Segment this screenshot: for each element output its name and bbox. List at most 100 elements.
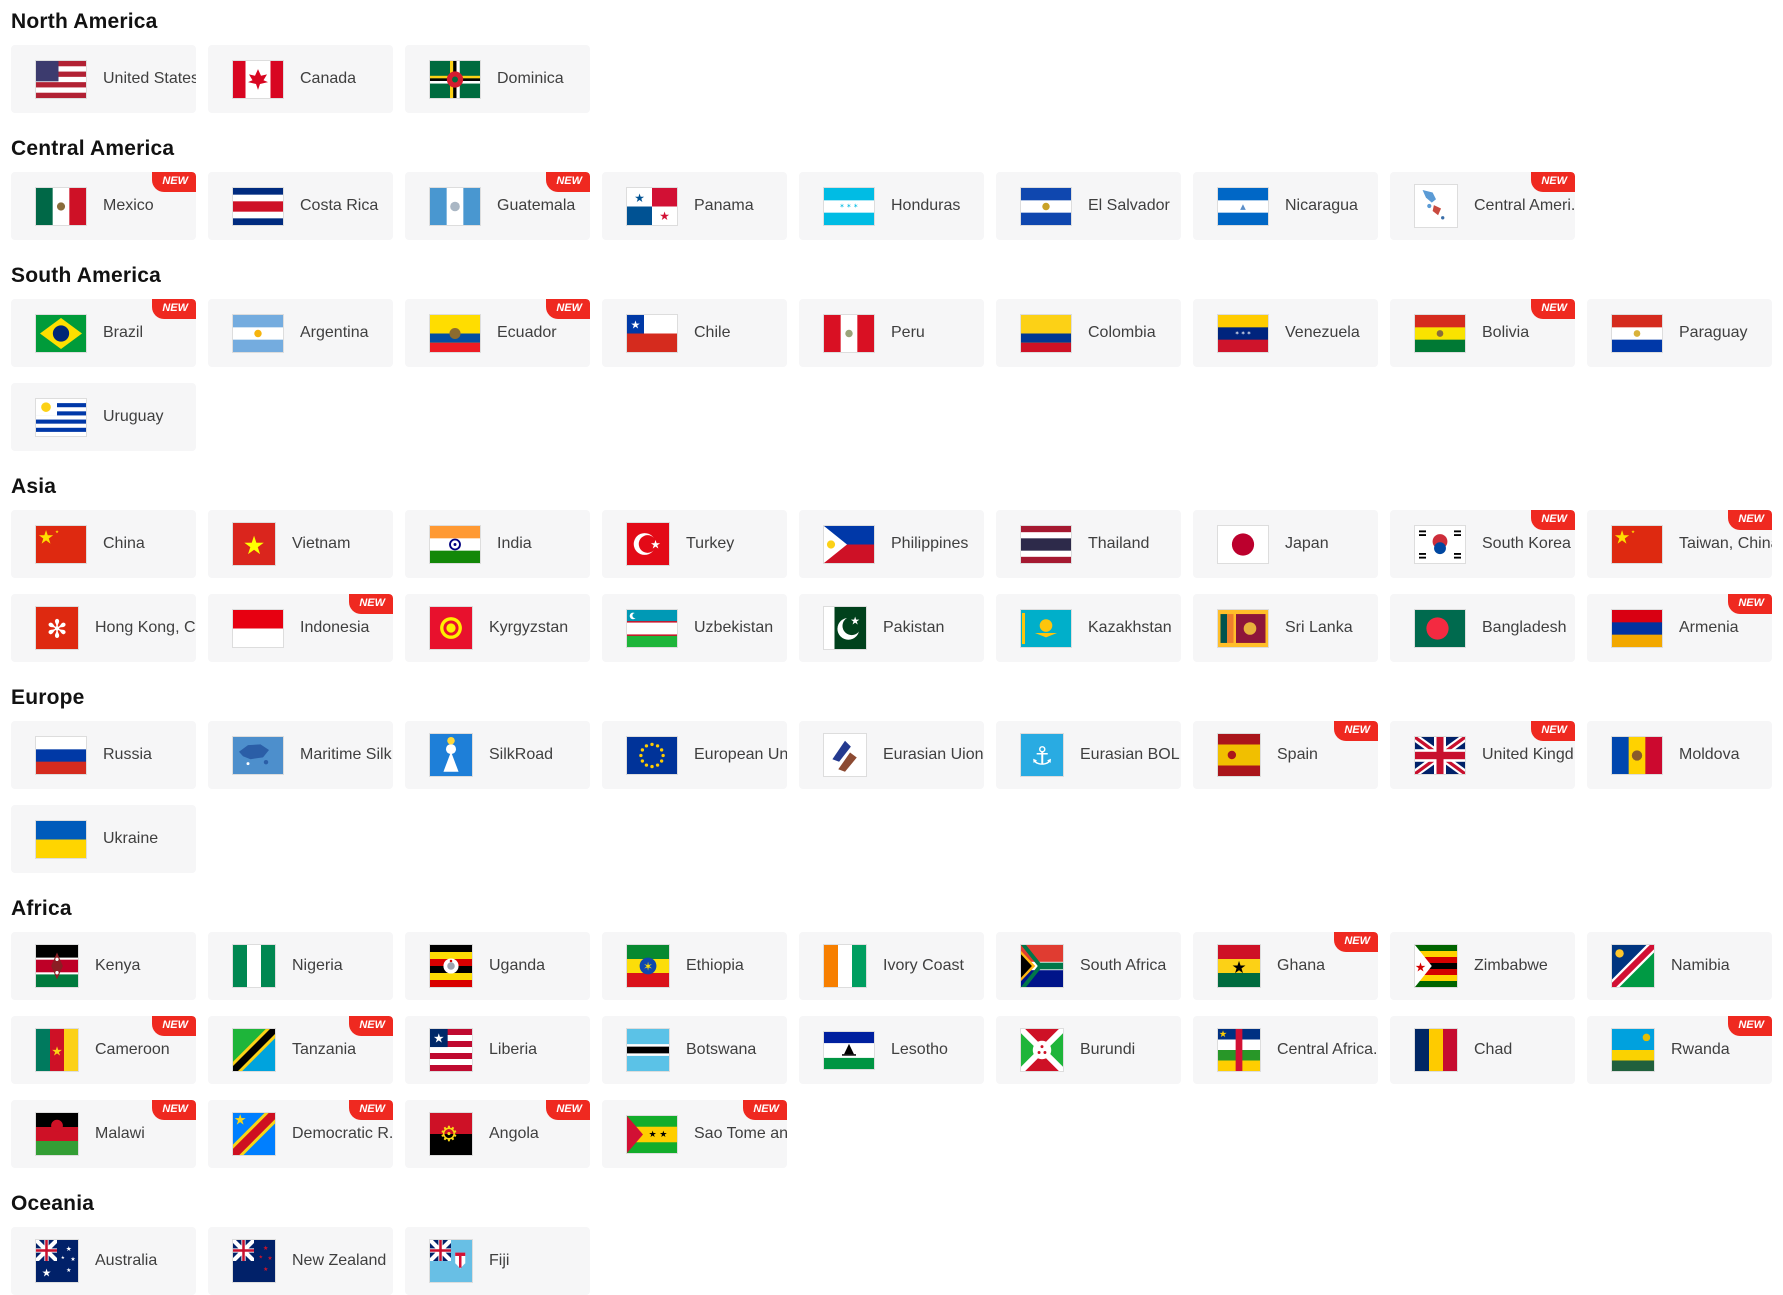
country-card-eurasian-uion[interactable]: Eurasian Uion <box>799 721 984 789</box>
country-card-moldova[interactable]: Moldova <box>1587 721 1772 789</box>
country-card-peru[interactable]: Peru <box>799 299 984 367</box>
country-card-united-kingd[interactable]: United Kingd... NEW <box>1390 721 1575 789</box>
country-card-uruguay[interactable]: Uruguay <box>11 383 196 451</box>
russia-flag-icon <box>36 736 86 774</box>
svg-text:★: ★ <box>1219 1029 1227 1040</box>
country-card-argentina[interactable]: Argentina <box>208 299 393 367</box>
country-card-colombia[interactable]: Colombia <box>996 299 1181 367</box>
country-card-tanzania[interactable]: Tanzania NEW <box>208 1016 393 1084</box>
country-card-ethiopia[interactable]: ✶ Ethiopia <box>602 932 787 1000</box>
new-badge: NEW <box>1334 721 1378 741</box>
country-card-south-korea[interactable]: South Korea NEW <box>1390 510 1575 578</box>
country-card-paraguay[interactable]: Paraguay <box>1587 299 1772 367</box>
country-card-mexico[interactable]: Mexico NEW <box>11 172 196 240</box>
country-card-india[interactable]: India <box>405 510 590 578</box>
country-card-kyrgyzstan[interactable]: Kyrgyzstan <box>405 594 590 662</box>
country-card-united-states[interactable]: United States <box>11 45 196 113</box>
country-card-south-africa[interactable]: South Africa <box>996 932 1181 1000</box>
country-label: Dominica <box>497 70 564 87</box>
country-card-democratic-r[interactable]: ★ Democratic R... NEW <box>208 1100 393 1168</box>
country-card-uzbekistan[interactable]: Uzbekistan <box>602 594 787 662</box>
country-card-silkroad[interactable]: SilkRoad <box>405 721 590 789</box>
country-card-chad[interactable]: Chad <box>1390 1016 1575 1084</box>
country-card-russia[interactable]: Russia <box>11 721 196 789</box>
country-card-taiwan-china[interactable]: ★ ⋆ Taiwan, China NEW <box>1587 510 1772 578</box>
argentina-flag-icon <box>233 314 283 352</box>
section-title: Central America <box>11 137 175 160</box>
country-card-dominica[interactable]: Dominica <box>405 45 590 113</box>
section-title: Asia <box>11 475 57 498</box>
country-card-lesotho[interactable]: Lesotho <box>799 1016 984 1084</box>
country-label: China <box>103 535 145 552</box>
country-card-malawi[interactable]: Malawi NEW <box>11 1100 196 1168</box>
country-card-philippines[interactable]: Philippines <box>799 510 984 578</box>
country-card-european-uni[interactable]: European Uni... <box>602 721 787 789</box>
zimbabwe-flag-icon: ★ <box>1415 945 1457 987</box>
country-label: New Zealand <box>292 1252 387 1269</box>
silkroad-flag-icon <box>430 734 472 776</box>
country-card-eurasian-bol[interactable]: ⚓ Eurasian BOL <box>996 721 1181 789</box>
country-card-indonesia[interactable]: Indonesia NEW <box>208 594 393 662</box>
country-card-ghana[interactable]: ★ Ghana NEW <box>1193 932 1378 1000</box>
country-card-hong-kong-c[interactable]: ✻ Hong Kong, C... <box>11 594 196 662</box>
country-card-china[interactable]: ★ ⋆ China <box>11 510 196 578</box>
country-card-ecuador[interactable]: Ecuador NEW <box>405 299 590 367</box>
country-card-cameroon[interactable]: ★ Cameroon NEW <box>11 1016 196 1084</box>
country-label: Lesotho <box>891 1041 948 1058</box>
ivory-coast-flag-icon <box>824 945 866 987</box>
country-label: Japan <box>1285 535 1329 552</box>
country-card-vietnam[interactable]: ★ Vietnam <box>208 510 393 578</box>
country-card-angola[interactable]: ⚙ Angola NEW <box>405 1100 590 1168</box>
country-card-fiji[interactable]: Fiji <box>405 1227 590 1295</box>
uruguay-flag-icon <box>36 398 86 436</box>
country-card-australia[interactable]: ★ ★ ★ ★ ★ Australia <box>11 1227 196 1295</box>
country-card-pakistan[interactable]: ★ Pakistan <box>799 594 984 662</box>
country-card-new-zealand[interactable]: ★ ★ ★ ★ New Zealand <box>208 1227 393 1295</box>
country-card-sri-lanka[interactable]: Sri Lanka <box>1193 594 1378 662</box>
country-card-japan[interactable]: Japan <box>1193 510 1378 578</box>
new-badge: NEW <box>1531 510 1575 530</box>
sao-tome-an-flag-icon: ★ ★ <box>627 1115 677 1153</box>
country-card-ukraine[interactable]: Ukraine <box>11 805 196 873</box>
country-card-bangladesh[interactable]: Bangladesh <box>1390 594 1575 662</box>
country-card-central-ameri[interactable]: Central Ameri... NEW <box>1390 172 1575 240</box>
country-card-costa-rica[interactable]: Costa Rica <box>208 172 393 240</box>
country-card-brazil[interactable]: Brazil NEW <box>11 299 196 367</box>
new-badge: NEW <box>1531 721 1575 741</box>
country-card-venezuela[interactable]: ∗ ∗ ∗ Venezuela <box>1193 299 1378 367</box>
country-card-thailand[interactable]: Thailand <box>996 510 1181 578</box>
country-card-nicaragua[interactable]: ▲ Nicaragua <box>1193 172 1378 240</box>
country-card-guatemala[interactable]: Guatemala NEW <box>405 172 590 240</box>
country-card-honduras[interactable]: ∗ ∗ ∗ Honduras <box>799 172 984 240</box>
country-card-uganda[interactable]: Uganda <box>405 932 590 1000</box>
panama-flag-icon: ★★ <box>627 187 677 225</box>
country-card-zimbabwe[interactable]: ★ Zimbabwe <box>1390 932 1575 1000</box>
country-card-canada[interactable]: Canada <box>208 45 393 113</box>
country-card-chile[interactable]: ★ Chile <box>602 299 787 367</box>
country-card-namibia[interactable]: Namibia <box>1587 932 1772 1000</box>
sri-lanka-flag-icon <box>1218 609 1268 647</box>
country-card-armenia[interactable]: Armenia NEW <box>1587 594 1772 662</box>
country-card-rwanda[interactable]: Rwanda NEW <box>1587 1016 1772 1084</box>
country-card-kazakhstan[interactable]: Kazakhstan <box>996 594 1181 662</box>
ecuador-flag-icon <box>430 314 480 352</box>
country-card-kenya[interactable]: Kenya <box>11 932 196 1000</box>
country-card-panama[interactable]: ★ ★ Panama <box>602 172 787 240</box>
svg-text:★: ★ <box>1415 959 1426 974</box>
country-card-maritime-silk[interactable]: Maritime Silk ... <box>208 721 393 789</box>
new-badge: NEW <box>1728 1016 1772 1036</box>
country-card-bolivia[interactable]: Bolivia NEW <box>1390 299 1575 367</box>
country-card-turkey[interactable]: ★ Turkey <box>602 510 787 578</box>
country-card-botswana[interactable]: Botswana <box>602 1016 787 1084</box>
india-flag-icon <box>430 525 480 563</box>
country-card-el-salvador[interactable]: El Salvador <box>996 172 1181 240</box>
country-card-burundi[interactable]: Burundi <box>996 1016 1181 1084</box>
country-card-central-africa[interactable]: ★ Central Africa... <box>1193 1016 1378 1084</box>
country-card-liberia[interactable]: ★ Liberia <box>405 1016 590 1084</box>
country-card-nigeria[interactable]: Nigeria <box>208 932 393 1000</box>
country-card-spain[interactable]: Spain NEW <box>1193 721 1378 789</box>
country-card-ivory-coast[interactable]: Ivory Coast <box>799 932 984 1000</box>
eurasian-bol-flag-icon: ⚓ <box>1021 734 1063 776</box>
country-card-sao-tome-an[interactable]: ★ ★ Sao Tome an... NEW <box>602 1100 787 1168</box>
country-label: Paraguay <box>1679 324 1748 341</box>
